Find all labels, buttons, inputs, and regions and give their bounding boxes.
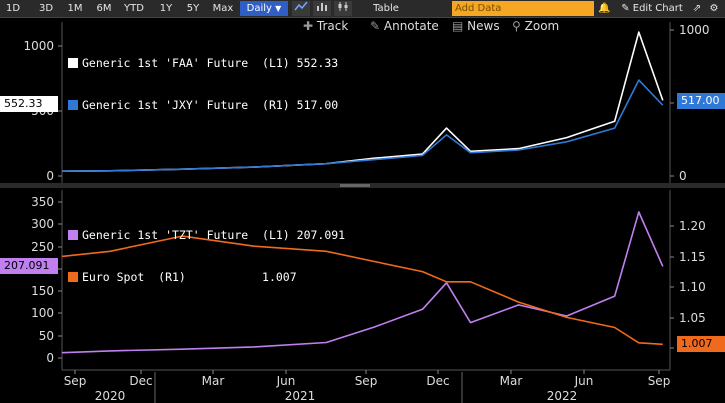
right-tick-label: 1.10 [679,280,706,294]
x-tick-label: Jun [276,374,296,388]
news-label: News [467,19,500,33]
news-icon: ▤ [452,19,464,33]
left-tick-label: 300 [31,217,54,231]
left-tick-label: 100 [31,306,54,320]
divider-handle[interactable] [340,184,370,187]
legend-faa[interactable]: Generic 1st 'FAA' Future (L1) 552.33 [68,56,338,70]
faa-last: 552.33 [296,56,339,70]
chevron-down-icon: ▼ [275,4,282,13]
euro-series-line [61,235,663,346]
bottom-legend: Generic 1st 'TZT' Future (L1) 207.091 Eu… [68,200,345,298]
left-tick-label: 350 [31,195,54,209]
euro-swatch [68,272,78,282]
legend-tzt[interactable]: Generic 1st 'TZT' Future (L1) 207.091 [68,228,345,242]
x-tick-label: Sep [355,374,378,388]
euro-name: Euro Spot [82,270,145,284]
tzt-swatch [68,230,78,240]
range-5y-button[interactable]: 5Y [186,3,200,14]
right-tick-label: 0 [679,169,687,183]
track-label: Track [316,19,349,33]
top-legend: Generic 1st 'FAA' Future (L1) 552.33 Gen… [68,28,338,126]
tzt-series-line [61,211,664,354]
candlestick-icon[interactable] [334,1,352,16]
expand-icon[interactable]: ⇗ [692,3,702,14]
euro-last-tag: 1.007 [677,336,725,352]
left-tick-label: 0 [46,351,54,365]
bar-chart-icon[interactable] [313,1,331,16]
track-button[interactable]: ✚ Track [303,17,348,36]
edit-chart-button[interactable]: ✎ Edit Chart [616,1,688,16]
jxy-series-line [61,79,664,172]
euro-last: 1.007 [262,270,297,284]
range-1y-button[interactable]: 1Y [159,3,173,14]
zoom-button[interactable]: ⚲ Zoom [512,17,559,36]
legend-euro[interactable]: Euro Spot (R1) 1.007 [68,270,345,284]
frequency-select[interactable]: Daily ▼ [240,1,288,16]
edit-chart-label: Edit Chart [632,3,683,14]
line-chart-icon[interactable] [292,1,310,16]
annotate-button[interactable]: ✎ Annotate [370,17,439,36]
right-tick-label: 1.20 [679,219,706,233]
legend-jxy[interactable]: Generic 1st 'JXY' Future (R1) 517.00 [68,98,338,112]
range-3d-button[interactable]: 3D [38,3,54,14]
left-tick-label: 0 [46,169,54,183]
x-tick-label: Sep [64,374,87,388]
year-label: 2021 [285,389,316,403]
faa-last-tag: 552.33 [0,96,58,112]
settings-icon[interactable]: ⚙ [709,3,719,14]
left-tick-label: 50 [39,329,54,343]
bell-icon[interactable]: 🔔 [598,3,611,14]
left-tick-label: 250 [31,240,54,254]
frequency-label: Daily [246,3,272,14]
tzt-last-tag: 207.091 [0,258,58,274]
range-ytd-button[interactable]: YTD [124,3,144,14]
range-max-button[interactable]: Max [212,3,234,14]
crosshair-icon: ✚ [303,19,314,33]
x-tick-label: Mar [500,374,523,388]
right-tick-label: 1.05 [679,311,706,325]
range-6m-button[interactable]: 6M [96,3,112,14]
jxy-swatch [68,100,78,110]
right-tick-label: 1000 [679,23,710,37]
tzt-name: Generic 1st 'TZT' Future [82,228,249,242]
year-label: 2020 [95,389,126,403]
x-tick-label: Jun [574,374,594,388]
jxy-name: Generic 1st 'JXY' Future [82,98,249,112]
left-tick-label: 1000 [23,39,54,53]
jxy-last: 517.00 [296,98,339,112]
table-button[interactable]: Table [373,3,399,14]
right-tick-label: 1.15 [679,250,706,264]
annotate-label: Annotate [383,19,439,33]
pencil-icon: ✎ [370,19,381,33]
year-label: 2022 [547,389,578,403]
magnifier-icon: ⚲ [512,19,521,33]
faa-name: Generic 1st 'FAA' Future [82,56,249,70]
add-data-input[interactable]: Add Data [452,1,594,16]
x-tick-label: Dec [426,374,449,388]
zoom-label: Zoom [524,19,560,33]
range-1d-button[interactable]: 1D [5,3,21,14]
x-tick-label: Dec [129,374,152,388]
toolbar: 1D 3D 1M 6M YTD 1Y 5Y Max Daily ▼ Table … [0,0,725,18]
faa-swatch [68,58,78,68]
jxy-last-tag: 517.00 [677,93,725,109]
x-tick-label: Mar [202,374,225,388]
news-button[interactable]: ▤ News [452,17,500,36]
left-tick-label: 150 [31,284,54,298]
tzt-last: 207.091 [296,228,346,242]
range-1m-button[interactable]: 1M [67,3,83,14]
x-tick-label: Sep [648,374,671,388]
pencil-icon: ✎ [621,3,630,14]
